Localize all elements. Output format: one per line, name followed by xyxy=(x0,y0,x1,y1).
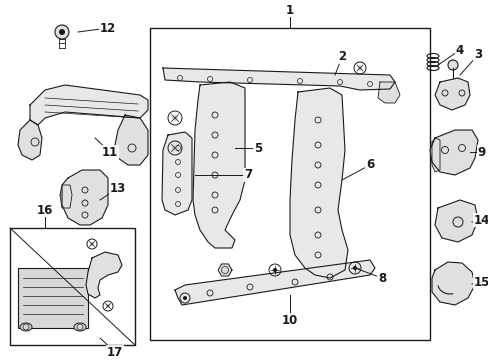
Circle shape xyxy=(172,115,178,121)
Circle shape xyxy=(106,304,110,308)
Polygon shape xyxy=(289,88,347,278)
Polygon shape xyxy=(193,82,244,248)
Text: 11: 11 xyxy=(102,145,118,158)
Ellipse shape xyxy=(20,323,32,331)
Polygon shape xyxy=(115,115,148,165)
Text: 15: 15 xyxy=(473,275,488,288)
Polygon shape xyxy=(377,82,399,103)
Bar xyxy=(18,268,88,328)
Polygon shape xyxy=(429,130,477,175)
Circle shape xyxy=(357,66,362,71)
Text: 10: 10 xyxy=(281,314,298,327)
Text: 14: 14 xyxy=(473,213,488,226)
Circle shape xyxy=(352,266,356,270)
Circle shape xyxy=(183,296,186,300)
Text: 16: 16 xyxy=(37,203,53,216)
Polygon shape xyxy=(162,132,192,215)
Polygon shape xyxy=(434,200,477,242)
Bar xyxy=(10,228,135,345)
Polygon shape xyxy=(434,78,469,110)
Text: 12: 12 xyxy=(100,22,116,35)
Text: 9: 9 xyxy=(477,145,485,158)
Polygon shape xyxy=(86,252,122,298)
Polygon shape xyxy=(218,264,231,276)
Polygon shape xyxy=(163,68,394,90)
Polygon shape xyxy=(62,170,108,225)
Polygon shape xyxy=(60,185,72,208)
Circle shape xyxy=(272,268,277,272)
Circle shape xyxy=(55,25,69,39)
Circle shape xyxy=(447,60,457,70)
Polygon shape xyxy=(431,262,474,305)
Polygon shape xyxy=(30,85,148,125)
Text: 4: 4 xyxy=(455,44,463,57)
Bar xyxy=(18,268,88,328)
Polygon shape xyxy=(18,120,42,160)
Text: 2: 2 xyxy=(337,50,346,63)
Circle shape xyxy=(172,145,178,151)
Ellipse shape xyxy=(74,323,86,331)
Text: 1: 1 xyxy=(285,4,293,17)
Text: 3: 3 xyxy=(473,49,481,62)
Bar xyxy=(150,28,429,340)
Text: 17: 17 xyxy=(107,346,123,359)
Text: 5: 5 xyxy=(253,141,262,154)
Text: 13: 13 xyxy=(110,181,126,194)
Polygon shape xyxy=(431,138,439,172)
Polygon shape xyxy=(175,260,374,305)
Circle shape xyxy=(59,29,65,35)
Text: 6: 6 xyxy=(365,158,373,171)
Text: 8: 8 xyxy=(377,271,386,284)
Circle shape xyxy=(90,242,94,246)
Text: 7: 7 xyxy=(244,168,251,181)
